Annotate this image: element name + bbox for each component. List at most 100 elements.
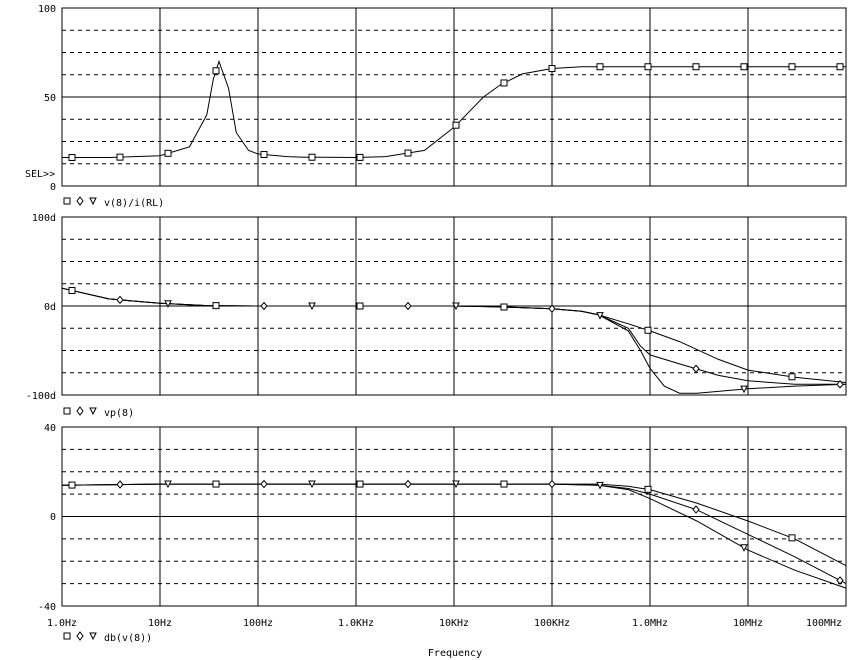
data-marker-square [644,326,652,334]
data-marker-square [356,480,364,488]
x-tick-label: 1.0Hz [47,618,77,629]
data-marker-diamond [260,301,268,311]
data-marker-square [740,63,748,71]
panel-3-grid [62,427,846,606]
data-marker-triangle [452,302,460,311]
data-marker-triangle [452,480,460,489]
data-marker-square [356,153,364,161]
panel-1-markers [68,63,844,162]
data-marker-diamond [548,304,556,313]
data-marker-square [452,121,460,129]
panel-3-ytick-bottom: -40 [38,602,56,613]
data-marker-square [212,302,220,310]
data-marker-triangle [164,480,172,489]
panel-2-frame [61,216,847,396]
panel-3-ytick-mid: 0 [50,512,56,523]
panel-2-ytick-mid: 0d [44,302,56,313]
x-tick-label: 1.0KHz [338,618,374,629]
data-marker-square [596,63,604,71]
data-marker-square [500,480,508,488]
x-tick-label: 100Hz [243,618,273,629]
data-marker-square [788,534,796,542]
data-marker-square [500,79,508,87]
legend-square-icon [63,407,71,415]
data-marker-square [788,63,796,71]
data-marker-square [116,153,124,161]
x-tick-label: 1.0MHz [632,618,668,629]
data-marker-diamond [836,380,844,389]
data-marker-square [260,151,268,159]
panel-1-ytick-top: 100 [38,4,56,15]
panel-1-legend-label: v(8)/i(RL) [104,198,164,209]
data-marker-square [836,63,844,71]
panel-2: 100d 0d -100d vp(8) [26,213,847,419]
panel-2-markers [68,286,844,394]
data-marker-diamond [836,576,844,585]
data-marker-triangle [308,480,316,489]
legend-square-icon [63,197,71,205]
panel-3-legend: db(v(8)) [63,631,152,644]
data-marker-diamond [404,301,412,311]
panel-1-lines [62,59,846,159]
data-marker-diamond [116,295,124,305]
legend-triangle-icon [89,197,97,206]
panel-3-frame [61,426,847,607]
legend-diamond-icon [76,196,84,206]
data-marker-square [404,149,412,157]
panel-3: 40 0 -40 db(v(8)) [38,423,847,644]
data-marker-diamond [260,479,268,489]
x-tick-label: 100MHz [806,618,842,629]
data-marker-diamond [692,505,700,514]
panel-2-legend-label: vp(8) [104,408,134,419]
x-axis-label: Frequency [428,648,482,659]
selector-label: SEL>> [25,169,55,180]
data-marker-square [68,154,76,162]
data-marker-square [548,65,556,73]
panel-3-legend-label: db(v(8)) [104,633,152,644]
data-marker-square [212,480,220,488]
data-marker-square [68,481,76,489]
legend-triangle-icon [89,407,97,416]
panel-2-grid [62,217,846,395]
panel-1-legend: v(8)/i(RL) [63,196,164,209]
panel-1-ytick-bottom: 0 [50,182,56,193]
data-marker-triangle [164,300,172,308]
data-marker-diamond [692,364,700,374]
panel-1-ytick-mid: 50 [44,93,56,104]
panel-2-ytick-bottom: -100d [26,391,56,402]
x-tick-label: 100KHz [534,618,570,629]
legend-triangle-icon [89,632,97,641]
x-tick-label: 10KHz [439,618,469,629]
x-tick-label: 10Hz [148,618,172,629]
data-marker-triangle [740,544,748,552]
panel-3-ytick-top: 40 [44,423,56,434]
data-marker-square [692,63,700,71]
data-marker-triangle [596,481,604,490]
data-marker-square [788,373,796,381]
data-marker-square [308,153,316,161]
data-marker-diamond [404,479,412,489]
panel-1-frame [61,7,847,187]
series-line-square [62,59,846,159]
x-tick-label: 10MHz [733,618,763,629]
data-marker-triangle [596,312,604,320]
legend-diamond-icon [76,406,84,416]
data-marker-square [644,485,652,493]
data-marker-square [644,63,652,71]
panel-2-legend: vp(8) [63,406,134,419]
panel-1-grid [62,8,846,186]
data-marker-square [212,67,220,75]
data-marker-square [356,302,364,310]
panel-2-ytick-top: 100d [32,213,56,224]
legend-diamond-icon [76,631,84,641]
data-marker-diamond [548,479,556,489]
data-marker-triangle [740,385,748,394]
data-marker-square [500,303,508,311]
data-marker-square [68,286,76,294]
x-axis-tick-labels: 1.0Hz 10Hz 100Hz 1.0KHz 10KHz 100KHz 1.0MHz 10M… [47,618,842,629]
panel-3-markers [68,479,844,585]
data-marker-triangle [308,302,316,311]
legend-square-icon [63,632,71,640]
data-marker-diamond [116,480,124,489]
